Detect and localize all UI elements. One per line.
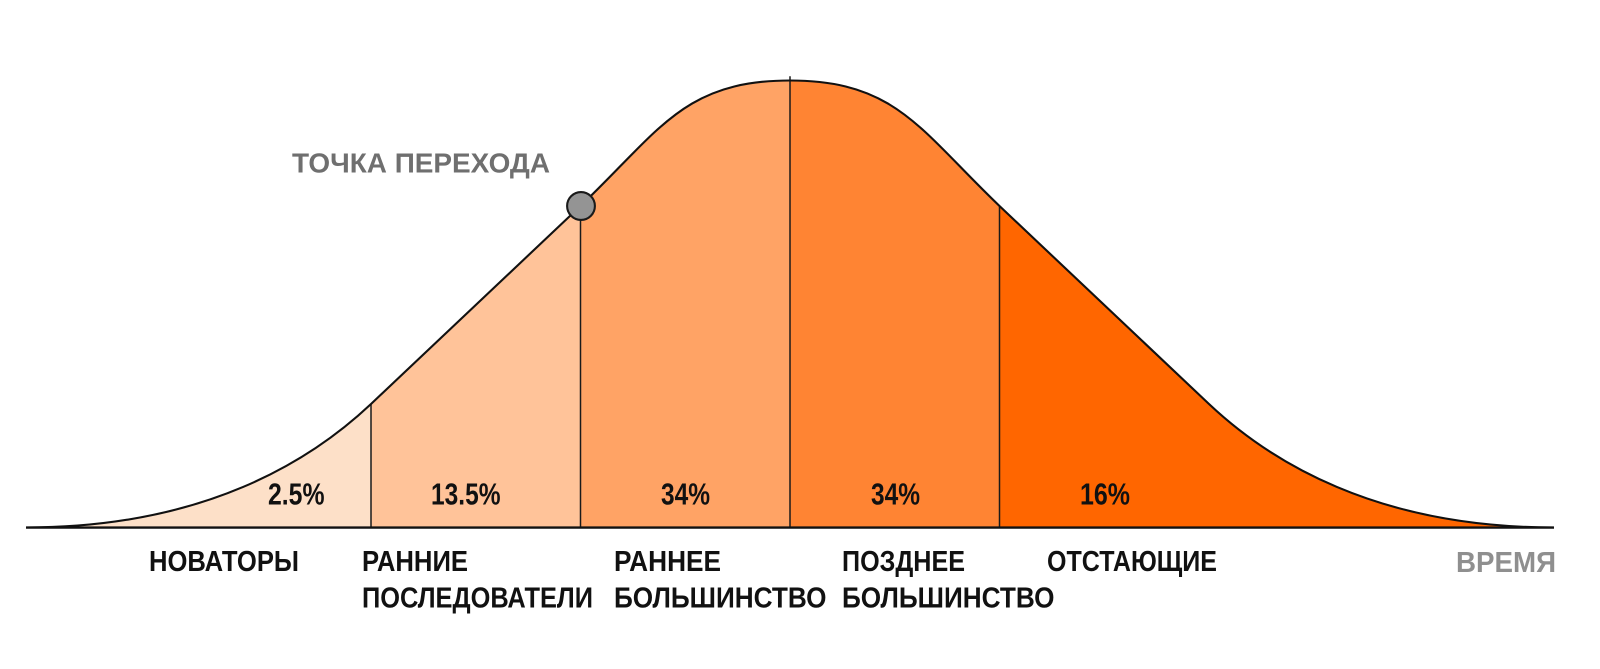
svg-text:ВРЕМЯ: ВРЕМЯ [1456, 546, 1556, 578]
svg-text:РАННИЕ: РАННИЕ [362, 545, 468, 577]
svg-text:ПОЗДНЕЕ: ПОЗДНЕЕ [842, 545, 965, 577]
svg-text:ОТСТАЮЩИЕ: ОТСТАЮЩИЕ [1047, 545, 1217, 577]
svg-text:ПОСЛЕДОВАТЕЛИ: ПОСЛЕДОВАТЕЛИ [362, 582, 593, 614]
svg-text:16%: 16% [1080, 477, 1130, 512]
svg-text:РАННЕЕ: РАННЕЕ [614, 545, 721, 577]
svg-text:13.5%: 13.5% [431, 477, 501, 512]
svg-text:ТОЧКА ПЕРЕХОДА: ТОЧКА ПЕРЕХОДА [292, 148, 550, 179]
svg-text:БОЛЬШИНСТВО: БОЛЬШИНСТВО [842, 582, 1055, 614]
svg-text:2.5%: 2.5% [268, 477, 325, 512]
svg-text:34%: 34% [661, 477, 710, 512]
svg-text:НОВАТОРЫ: НОВАТОРЫ [149, 545, 299, 577]
svg-text:БОЛЬШИНСТВО: БОЛЬШИНСТВО [614, 582, 827, 614]
svg-text:34%: 34% [871, 477, 920, 512]
